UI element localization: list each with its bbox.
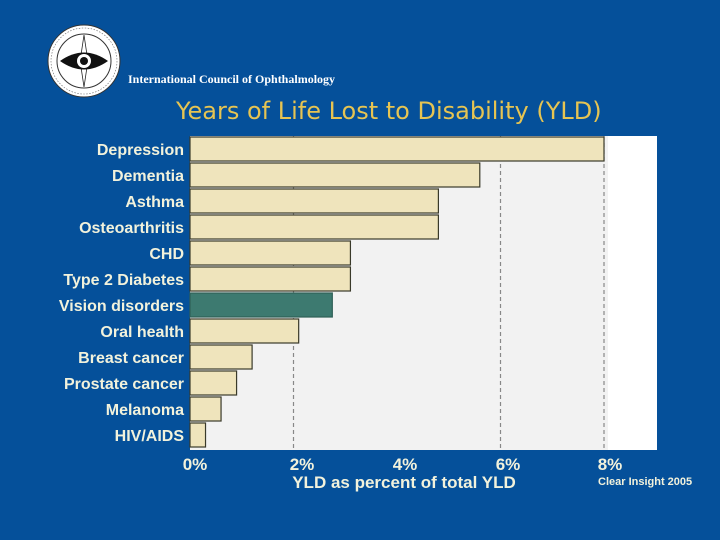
bar-oral-health — [189, 318, 300, 344]
plot-area-right-strip — [608, 136, 657, 450]
category-label: Osteoarthritis — [79, 220, 184, 237]
category-label: CHD — [149, 246, 184, 263]
ico-logo-icon — [47, 24, 121, 98]
category-label: Vision disorders — [59, 298, 184, 315]
category-label: Oral health — [100, 324, 184, 341]
category-label: Prostate cancer — [64, 376, 184, 393]
bar-hiv-aids — [189, 422, 207, 448]
bar-depression — [189, 136, 605, 162]
x-tick-label: 6% — [496, 455, 521, 474]
x-tick-label: 4% — [393, 455, 418, 474]
bar-melanoma — [189, 396, 222, 422]
x-tick-label: 0% — [183, 455, 208, 474]
category-label: Depression — [97, 142, 184, 159]
bar-type-2-diabetes — [189, 266, 352, 292]
chart-title: Years of Life Lost to Disability (YLD) — [176, 97, 602, 125]
bar-prostate-cancer — [189, 370, 238, 396]
x-axis-label: YLD as percent of total YLD — [292, 473, 516, 492]
category-label: HIV/AIDS — [115, 428, 185, 445]
category-label: Dementia — [112, 168, 184, 185]
bar-vision-disorders — [189, 292, 333, 318]
bar-dementia — [189, 162, 481, 188]
credit-annotation: Clear Insight 2005 — [598, 476, 692, 488]
x-tick-label: 2% — [290, 455, 315, 474]
bar-chd — [189, 240, 352, 266]
bar-breast-cancer — [189, 344, 253, 370]
category-label: Melanoma — [106, 402, 184, 419]
category-label: Asthma — [125, 194, 184, 211]
category-label: Breast cancer — [78, 350, 184, 367]
x-tick-label: 8% — [598, 455, 623, 474]
category-label: Type 2 Diabetes — [63, 272, 184, 289]
bar-osteoarthritis — [189, 214, 439, 240]
organization-name: International Council of Ophthalmology — [128, 72, 336, 86]
bar-asthma — [189, 188, 439, 214]
